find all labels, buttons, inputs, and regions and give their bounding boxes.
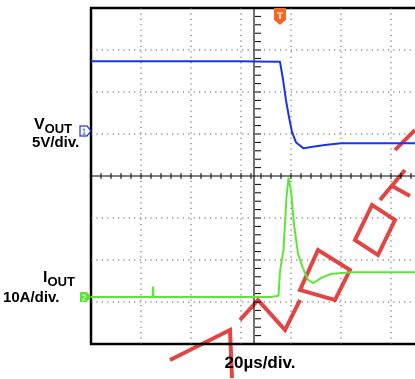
vout-label: VOUT 5V/div. (32, 116, 79, 151)
vout-scale: 5V/div. (32, 134, 79, 151)
channel-2-marker: 2 (80, 292, 91, 303)
watermark (169, 128, 415, 379)
iout-scale: 10A/div. (3, 289, 59, 306)
trace-iout (91, 177, 415, 298)
vout-label-letter: V (34, 116, 45, 133)
grid (90, 7, 415, 345)
vout-label-sub: OUT (45, 121, 73, 136)
iout-label-letter: I (43, 269, 47, 286)
iout-label: IOUT 10A/div. (3, 269, 75, 306)
channel-2-number: 2 (82, 294, 87, 303)
vout-label-main: VOUT (34, 116, 72, 136)
traces (91, 60, 415, 298)
x-axis-label: 20µs/div. (225, 353, 296, 372)
channel-1-number: 1 (82, 128, 87, 137)
channel-1-marker: 1 (79, 125, 92, 137)
iout-label-main: IOUT (43, 269, 75, 289)
iout-label-sub: OUT (47, 274, 75, 289)
trigger-label: T (277, 11, 283, 21)
trigger-marker: T (274, 8, 286, 25)
trace-vout (91, 60, 415, 150)
